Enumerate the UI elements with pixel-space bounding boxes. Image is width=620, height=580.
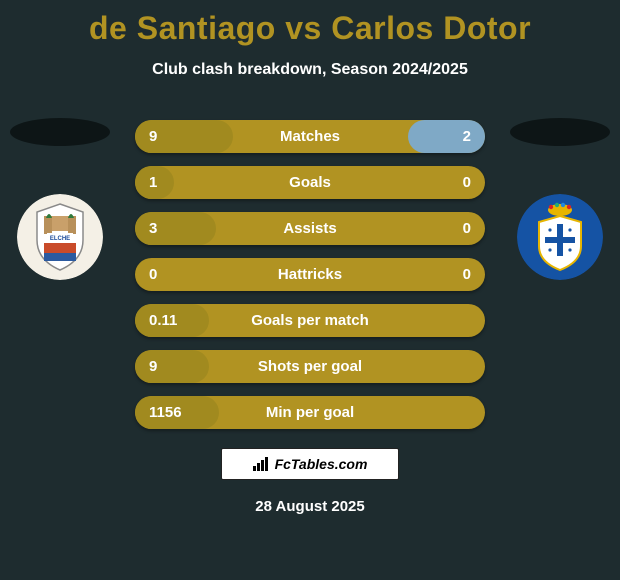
stat-bar: 9 Shots per goal (135, 350, 485, 383)
team-right-crest (517, 194, 603, 280)
stat-bar: 1156 Min per goal (135, 396, 485, 429)
stat-value-left: 1 (149, 174, 157, 191)
stat-value-left: 0 (149, 266, 157, 283)
stat-bar: 9 Matches 2 (135, 120, 485, 153)
chart-icon (253, 457, 269, 471)
stat-value-left: 3 (149, 220, 157, 237)
date-label: 28 August 2025 (0, 498, 620, 515)
stat-value-left: 9 (149, 128, 157, 145)
stat-label: Shots per goal (258, 358, 362, 375)
stat-value-left: 1156 (149, 404, 182, 421)
page-title: de Santiago vs Carlos Dotor (0, 0, 620, 47)
stat-seg-left (135, 212, 216, 245)
watermark[interactable]: FcTables.com (221, 448, 399, 480)
stat-label: Hattricks (278, 266, 342, 283)
svg-text:ELCHE: ELCHE (50, 236, 70, 242)
watermark-text: FcTables.com (275, 456, 368, 472)
stat-value-left: 9 (149, 358, 157, 375)
stat-label: Goals (289, 174, 331, 191)
stat-label: Matches (280, 128, 340, 145)
stats-bars: 9 Matches 2 1 Goals 0 3 Assists 0 0 Hattricks 0 0.11… (135, 120, 485, 442)
team-right-block (510, 118, 610, 280)
stat-seg-left (135, 350, 209, 383)
stat-label: Assists (283, 220, 336, 237)
stat-label: Min per goal (266, 404, 354, 421)
stat-value-right: 2 (463, 128, 471, 145)
team-left-block: ELCHE (10, 118, 110, 280)
elche-crest-icon: ELCHE (17, 194, 103, 280)
stat-value-right: 0 (463, 220, 471, 237)
stat-label: Goals per match (251, 312, 369, 329)
stat-bar: 3 Assists 0 (135, 212, 485, 245)
stat-seg-right (408, 120, 485, 153)
oviedo-crest-icon (517, 194, 603, 280)
stat-value-left: 0.11 (149, 312, 177, 329)
stat-bar: 0 Hattricks 0 (135, 258, 485, 291)
stat-value-right: 0 (463, 266, 471, 283)
team-left-crest: ELCHE (17, 194, 103, 280)
stat-bar: 1 Goals 0 (135, 166, 485, 199)
stat-bar: 0.11 Goals per match (135, 304, 485, 337)
pedestal-shadow (10, 118, 110, 146)
page-subtitle: Club clash breakdown, Season 2024/2025 (0, 61, 620, 79)
stat-value-right: 0 (463, 174, 471, 191)
pedestal-shadow (510, 118, 610, 146)
